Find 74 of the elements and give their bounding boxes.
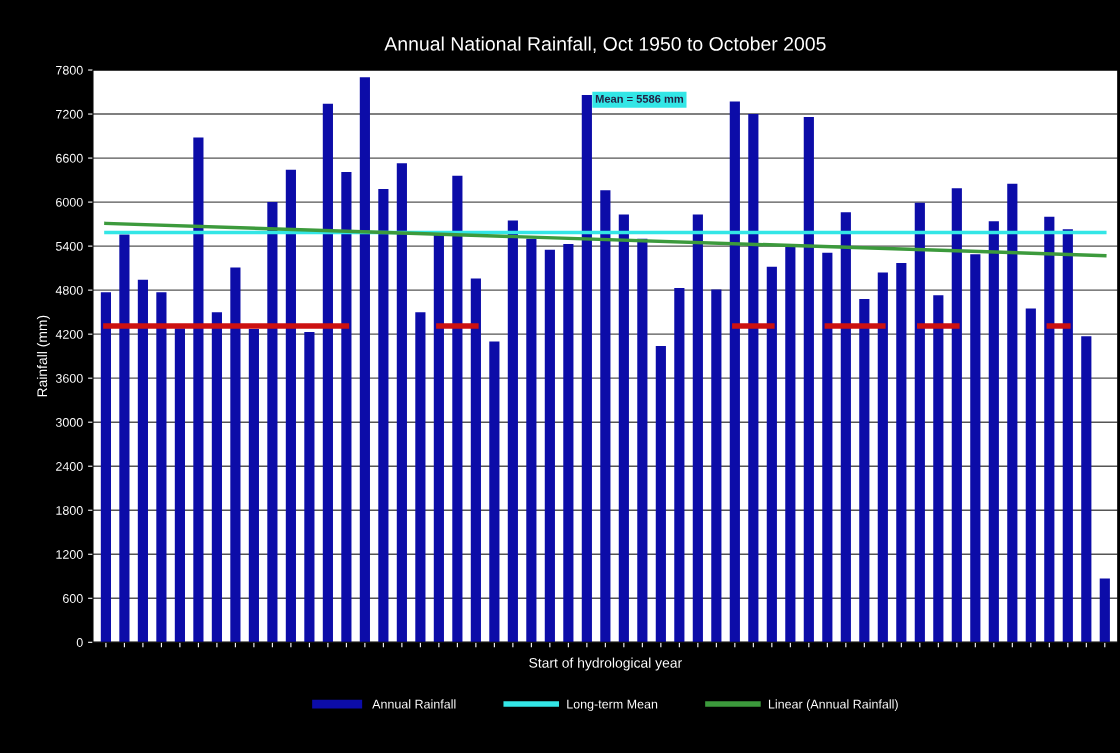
bar xyxy=(951,188,962,643)
bar xyxy=(822,252,833,643)
bar xyxy=(692,214,703,643)
y-tick-label: 6600 xyxy=(56,153,83,163)
bar xyxy=(378,188,389,643)
annotation: Mean = 5586 mm xyxy=(595,94,684,103)
bar xyxy=(711,289,722,643)
y-tick-label: 6000 xyxy=(56,197,83,207)
bar xyxy=(988,221,999,643)
bar xyxy=(156,292,167,643)
y-tick-label: 3600 xyxy=(55,373,83,383)
bar xyxy=(304,331,315,643)
bar xyxy=(896,262,907,643)
bar xyxy=(137,279,148,643)
bar xyxy=(359,77,370,643)
bar xyxy=(729,101,740,643)
legend-label: Linear (Annual Rainfall) xyxy=(768,699,898,711)
bar xyxy=(655,345,666,643)
y-tick-label: 7800 xyxy=(56,65,83,75)
bar xyxy=(563,243,574,643)
bar xyxy=(1062,229,1073,643)
bar xyxy=(341,172,352,643)
bar xyxy=(1081,336,1092,643)
bar xyxy=(470,278,481,643)
y-tick-label: 1800 xyxy=(56,506,83,515)
y-tick-label: 4200 xyxy=(55,329,83,339)
bar xyxy=(803,116,814,643)
y-tick-label: 2400 xyxy=(56,462,83,471)
bar xyxy=(230,267,241,643)
bar xyxy=(1007,183,1018,643)
bar xyxy=(618,214,629,643)
bar xyxy=(433,235,444,643)
y-tick-label: 600 xyxy=(63,594,83,603)
bar xyxy=(840,212,851,643)
y-tick-label: 1200 xyxy=(56,550,83,559)
bar xyxy=(600,190,611,643)
bar xyxy=(914,202,925,643)
legend-label: Annual Rainfall xyxy=(372,699,456,709)
bar xyxy=(322,103,333,643)
bar xyxy=(285,169,296,643)
y-tick-label: 7200 xyxy=(56,109,83,119)
bar xyxy=(193,137,204,643)
bar xyxy=(877,272,888,643)
bar xyxy=(267,202,278,643)
bar xyxy=(507,220,518,643)
legend-label: Long-term Mean xyxy=(567,699,658,711)
bar xyxy=(415,312,426,643)
x-axis-title: Start of hydrological year xyxy=(529,657,682,671)
y-tick-label: 5400 xyxy=(55,241,83,251)
bar xyxy=(859,298,870,643)
bar xyxy=(119,234,130,643)
bar xyxy=(526,238,537,643)
bar xyxy=(248,329,259,643)
y-tick-label: 4800 xyxy=(55,285,83,295)
bar xyxy=(100,292,111,643)
bar xyxy=(544,249,555,643)
bar xyxy=(396,163,407,643)
y-tick-label: 3000 xyxy=(55,418,83,427)
bar xyxy=(1044,216,1055,643)
bar xyxy=(766,266,777,643)
bar xyxy=(174,328,185,643)
bar xyxy=(211,312,222,643)
bar xyxy=(1025,308,1036,643)
y-axis-title: Rainfall (mm) xyxy=(36,315,50,397)
bar xyxy=(970,254,981,643)
y-tick-label: 0 xyxy=(76,638,83,647)
bar xyxy=(452,175,463,643)
bar xyxy=(674,287,685,643)
bar xyxy=(581,94,592,643)
bar xyxy=(748,114,759,643)
bar xyxy=(489,341,500,643)
chart-title: Annual National Rainfall, Oct 1950 to October 2005 xyxy=(384,36,826,54)
bar xyxy=(1099,578,1110,643)
bar xyxy=(933,295,944,643)
